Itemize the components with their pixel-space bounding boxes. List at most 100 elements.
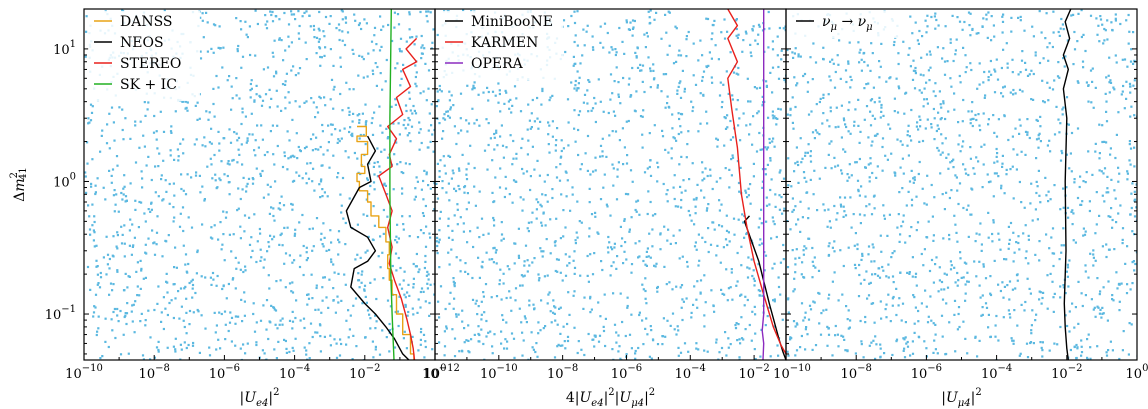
- scatter-point: [482, 291, 485, 294]
- scatter-point: [737, 124, 740, 127]
- scatter-point: [1015, 241, 1018, 244]
- scatter-point: [436, 33, 439, 37]
- scatter-point: [958, 74, 961, 78]
- scatter-point: [793, 52, 796, 55]
- scatter-point: [153, 253, 157, 256]
- scatter-point: [393, 11, 396, 14]
- scatter-point: [513, 356, 516, 359]
- scatter-point: [299, 319, 302, 322]
- scatter-point: [726, 114, 729, 117]
- scatter-point: [1039, 115, 1042, 118]
- scatter-point: [834, 324, 837, 328]
- scatter-point: [291, 203, 294, 206]
- scatter-point: [517, 256, 521, 259]
- scatter-point: [96, 273, 99, 276]
- scatter-point: [974, 113, 977, 117]
- scatter-point: [716, 138, 719, 141]
- scatter-point: [138, 146, 141, 149]
- scatter-point: [254, 9, 257, 12]
- scatter-point: [1056, 75, 1060, 78]
- scatter-point: [992, 114, 995, 117]
- scatter-point: [239, 347, 242, 350]
- scatter-point: [878, 276, 882, 279]
- scatter-point: [896, 111, 900, 114]
- scatter-point: [99, 357, 102, 360]
- scatter-point: [566, 264, 569, 267]
- scatter-point: [379, 171, 382, 174]
- scatter-point: [779, 261, 782, 264]
- scatter-point: [357, 272, 360, 275]
- scatter-point: [665, 31, 668, 34]
- scatter-point: [1098, 40, 1101, 43]
- scatter-point: [800, 161, 803, 164]
- scatter-point: [237, 261, 240, 264]
- scatter-point: [1105, 351, 1108, 354]
- scatter-point: [1026, 133, 1029, 136]
- scatter-point: [1135, 206, 1137, 209]
- scatter-point: [1099, 308, 1102, 311]
- scatter-point: [732, 217, 736, 220]
- scatter-point: [503, 195, 506, 199]
- legend-label: NEOS: [120, 35, 164, 51]
- scatter-point: [1095, 191, 1098, 194]
- scatter-point: [850, 226, 853, 229]
- scatter-point: [314, 116, 317, 119]
- scatter-point: [1103, 39, 1106, 42]
- scatter-point: [1020, 303, 1023, 306]
- scatter-point: [211, 237, 214, 240]
- scatter-point: [139, 259, 142, 262]
- scatter-point: [1073, 30, 1076, 34]
- scatter-point: [693, 285, 696, 288]
- scatter-point: [150, 201, 153, 204]
- scatter-point: [266, 66, 270, 69]
- x-tick-label: 10−12: [422, 363, 460, 382]
- scatter-point: [313, 36, 316, 39]
- scatter-point: [471, 107, 474, 110]
- scatter-point: [327, 124, 330, 127]
- scatter-point: [956, 189, 959, 192]
- scatter-point: [1006, 284, 1009, 287]
- scatter-point: [799, 346, 802, 349]
- scatter-point: [239, 237, 242, 240]
- scatter-point: [573, 40, 576, 44]
- scatter-point: [156, 215, 159, 218]
- scatter-point: [1109, 79, 1112, 82]
- scatter-point: [124, 314, 127, 317]
- scatter-point: [505, 296, 508, 300]
- scatter-point: [1080, 351, 1084, 354]
- scatter-point: [642, 288, 645, 291]
- scatter-point: [770, 178, 773, 181]
- scatter-point: [175, 266, 178, 269]
- scatter-point: [265, 27, 269, 30]
- scatter-point: [429, 236, 432, 239]
- scatter-point: [847, 309, 850, 312]
- scatter-point: [989, 275, 992, 278]
- scatter-point: [230, 340, 233, 343]
- scatter-point: [648, 165, 651, 169]
- scatter-point: [925, 305, 928, 308]
- scatter-point: [251, 249, 254, 252]
- scatter-point: [572, 64, 575, 67]
- scatter-point: [1035, 191, 1038, 195]
- scatter-point: [321, 286, 324, 289]
- scatter-point: [240, 28, 243, 31]
- scatter-point: [1010, 16, 1013, 19]
- scatter-point: [1024, 224, 1027, 227]
- scatter-point: [583, 93, 587, 96]
- scatter-point: [281, 317, 284, 320]
- scatter-point: [872, 195, 876, 198]
- scatter-point: [399, 37, 403, 40]
- scatter-point: [526, 270, 529, 273]
- scatter-point: [749, 43, 752, 46]
- scatter-point: [558, 307, 561, 310]
- scatter-point: [495, 249, 498, 252]
- scatter-point: [661, 129, 664, 132]
- scatter-point: [945, 191, 948, 194]
- scatter-point: [695, 196, 698, 200]
- scatter-point: [1123, 58, 1127, 61]
- scatter-point: [951, 14, 954, 17]
- scatter-point: [141, 186, 144, 189]
- scatter-point: [91, 158, 94, 161]
- scatter-point: [1077, 12, 1080, 15]
- scatter-point: [721, 100, 724, 104]
